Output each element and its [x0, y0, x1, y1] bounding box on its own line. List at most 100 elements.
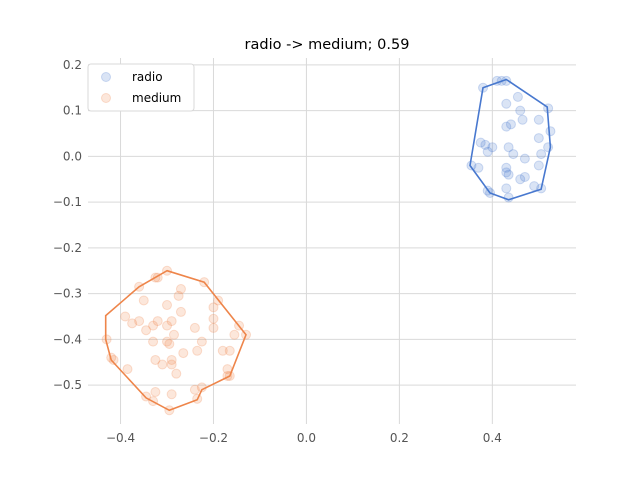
- radio-point: [543, 142, 554, 153]
- medium-point: [178, 348, 189, 359]
- radio-point: [536, 183, 547, 194]
- medium-point: [171, 368, 182, 379]
- radio-point: [501, 98, 512, 109]
- radio-point: [536, 149, 547, 160]
- radio-point: [501, 167, 512, 178]
- radio-point: [515, 174, 526, 185]
- medium-point: [164, 405, 175, 416]
- x-tick-label: −0.4: [106, 431, 135, 445]
- radio-point: [517, 114, 528, 125]
- medium-point: [162, 336, 173, 347]
- radio-point: [501, 162, 512, 173]
- radio-point: [519, 171, 530, 182]
- radio-point: [501, 75, 512, 86]
- cluster-hulls: [104, 78, 552, 412]
- medium-point: [108, 354, 119, 365]
- radio-point: [519, 153, 530, 164]
- medium-point: [175, 284, 186, 295]
- radio-point: [503, 192, 514, 203]
- medium-point: [241, 329, 252, 340]
- medium-point: [162, 320, 173, 331]
- radio-point: [501, 183, 512, 194]
- medium-point: [138, 295, 149, 306]
- medium-point: [166, 359, 177, 370]
- medium-point: [152, 272, 163, 283]
- medium-point: [173, 290, 184, 301]
- data-points: [101, 75, 556, 416]
- radio-point: [543, 103, 554, 114]
- y-tick-label: −0.4: [53, 332, 82, 346]
- medium-point: [168, 329, 179, 340]
- medium-point: [101, 334, 112, 345]
- y-tick-label: −0.1: [53, 195, 82, 209]
- radio-point: [503, 142, 514, 153]
- y-axis-ticks: 0.2 0.1 0.0 −0.1 −0.2 −0.3 −0.4 −0.5: [53, 58, 82, 392]
- medium-point: [217, 345, 228, 356]
- x-tick-label: −0.2: [199, 431, 228, 445]
- radio-hull: [469, 78, 552, 201]
- radio-point: [466, 160, 477, 171]
- medium-point: [162, 300, 173, 311]
- radio-point: [503, 169, 514, 180]
- radio-point: [473, 162, 484, 173]
- medium-point: [192, 393, 203, 404]
- medium-point: [157, 359, 168, 370]
- legend-box: [87, 63, 195, 112]
- radio-point: [482, 146, 493, 157]
- radio-point: [496, 75, 507, 86]
- radio-point: [512, 91, 523, 102]
- medium-point: [196, 382, 207, 393]
- medium-point: [224, 370, 235, 381]
- radio-point: [533, 114, 544, 125]
- medium-point: [196, 336, 207, 347]
- medium-point: [222, 364, 233, 375]
- medium-point: [222, 370, 233, 381]
- medium-point: [148, 396, 159, 407]
- medium-point: [141, 325, 152, 336]
- y-tick-label: −0.3: [53, 287, 82, 301]
- y-tick-label: 0.1: [63, 104, 82, 118]
- x-axis-ticks: −0.4 −0.2 0.0 0.2 0.4: [106, 431, 502, 445]
- medium-point: [148, 320, 159, 331]
- radio-point: [508, 149, 519, 160]
- radio-point: [485, 187, 496, 198]
- x-tick-label: 0.2: [390, 431, 409, 445]
- medium-point: [199, 277, 210, 288]
- medium-point: [189, 384, 200, 395]
- medium-point: [150, 354, 161, 365]
- legend-label-radio: radio: [132, 70, 163, 84]
- medium-point: [166, 316, 177, 327]
- medium-point: [152, 316, 163, 327]
- radio-point: [545, 126, 556, 137]
- medium-point: [208, 302, 219, 313]
- medium-point: [229, 329, 240, 340]
- radio-point: [533, 133, 544, 144]
- radio-point: [478, 82, 489, 93]
- y-tick-label: 0.0: [63, 149, 82, 163]
- medium-point: [150, 386, 161, 397]
- medium-point: [122, 364, 133, 375]
- radio-point: [482, 185, 493, 196]
- medium-point: [164, 338, 175, 349]
- radio-point: [529, 181, 540, 192]
- grid: [88, 58, 576, 424]
- legend-marker-radio: [101, 72, 111, 82]
- medium-point: [127, 318, 138, 329]
- y-tick-label: −0.2: [53, 241, 82, 255]
- legend-marker-medium: [101, 93, 111, 103]
- medium-point: [189, 322, 200, 333]
- radio-point: [475, 137, 486, 148]
- medium-point: [166, 389, 177, 400]
- medium-point: [120, 311, 131, 322]
- medium-point: [224, 345, 235, 356]
- radio-point: [515, 105, 526, 116]
- medium-point: [162, 265, 173, 276]
- medium-point: [166, 354, 177, 365]
- medium-point: [141, 391, 152, 402]
- legend: radio medium: [87, 63, 195, 112]
- medium-point: [134, 316, 145, 327]
- x-tick-label: 0.4: [483, 431, 502, 445]
- medium-point: [106, 352, 117, 363]
- radio-point: [505, 119, 516, 130]
